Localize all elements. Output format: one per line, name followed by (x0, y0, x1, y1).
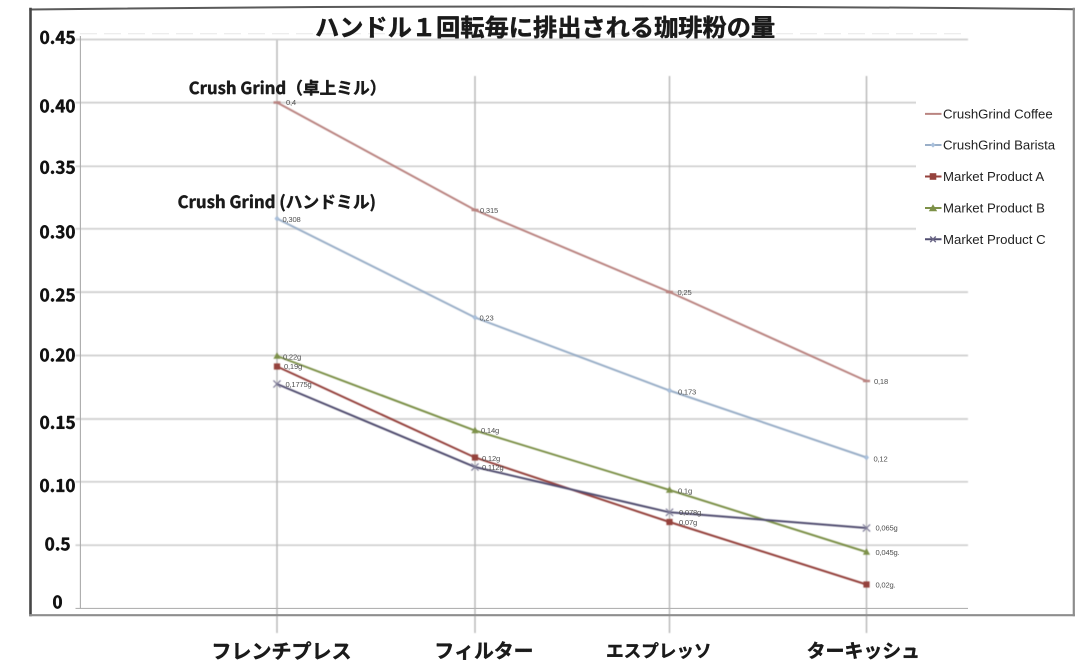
svg-text:0,4: 0,4 (286, 98, 296, 107)
svg-text:Market Product A: Market Product A (943, 169, 1044, 184)
svg-text:0,12g: 0,12g (482, 454, 500, 463)
svg-text:0,22g: 0,22g (283, 353, 301, 362)
svg-text:0,25: 0,25 (678, 288, 692, 297)
svg-text:0,14g: 0,14g (481, 426, 499, 435)
svg-text:CrushGrind Coffee: CrushGrind Coffee (943, 107, 1053, 122)
svg-text:0,18: 0,18 (874, 377, 888, 386)
svg-text:0,315: 0,315 (480, 206, 498, 215)
svg-text:0,045g.: 0,045g. (876, 548, 900, 557)
svg-text:0,1775g: 0,1775g (286, 380, 312, 389)
svg-text:0,02g.: 0,02g. (876, 581, 896, 590)
svg-text:0,173: 0,173 (678, 388, 696, 397)
svg-text:Market Product C: Market Product C (943, 232, 1046, 247)
svg-text:0,1g: 0,1g (678, 486, 692, 495)
svg-text:Market Product B: Market Product B (943, 201, 1045, 216)
svg-text:0,19g: 0,19g (284, 362, 302, 371)
svg-text:0,078g.: 0,078g. (679, 508, 703, 517)
svg-text:0,308: 0,308 (283, 215, 301, 224)
svg-text:0,065g: 0,065g (876, 524, 898, 533)
svg-text:CrushGrind Barista: CrushGrind Barista (943, 138, 1056, 153)
svg-text:0,112g: 0,112g (482, 463, 503, 472)
svg-text:0,12: 0,12 (874, 454, 888, 463)
svg-text:0,23: 0,23 (480, 314, 494, 323)
svg-text:0,07g: 0,07g (679, 518, 697, 527)
